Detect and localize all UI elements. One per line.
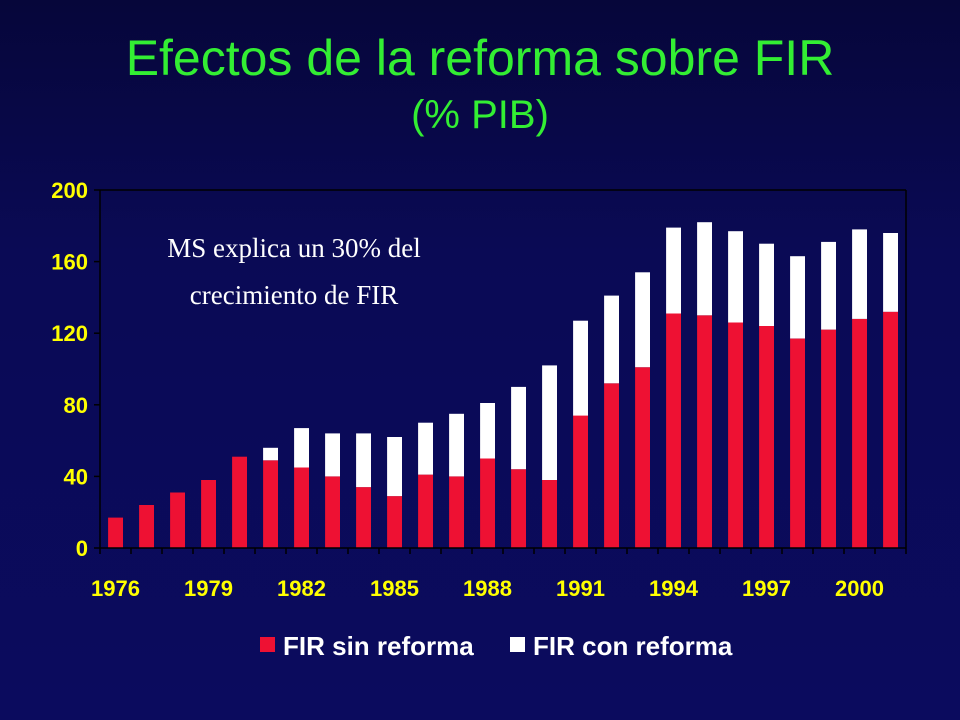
bar-sin-reforma-1994 — [666, 313, 681, 548]
bar-sin-reforma-1983 — [325, 476, 340, 548]
x-tick-label-1994: 1994 — [649, 576, 699, 601]
legend-label-fir-con-reforma: FIR con reforma — [533, 631, 733, 661]
bar-con-reforma-1984 — [356, 433, 371, 488]
bar-sin-reforma-1996 — [728, 322, 743, 548]
legend-swatch-fir-con-reforma — [510, 637, 525, 652]
bar-con-reforma-1997 — [759, 243, 774, 326]
y-tick-label-120: 120 — [51, 321, 88, 346]
bar-con-reforma-1989 — [511, 386, 526, 470]
y-tick-label-160: 160 — [51, 250, 88, 275]
x-tick-label-2000: 2000 — [835, 576, 884, 601]
x-tick-label-1985: 1985 — [370, 576, 419, 601]
bar-con-reforma-2001 — [883, 233, 898, 312]
bar-con-reforma-1985 — [387, 437, 402, 497]
bar-con-reforma-1998 — [790, 256, 805, 339]
bar-con-reforma-1992 — [604, 295, 619, 384]
y-tick-label-80: 80 — [64, 393, 88, 418]
slide-subtitle: (% PIB) — [411, 93, 549, 137]
x-tick-label-1991: 1991 — [556, 576, 605, 601]
x-tick-label-1979: 1979 — [184, 576, 233, 601]
annotation-line-1: MS explica un 30% del — [167, 233, 420, 263]
bar-sin-reforma-1988 — [480, 458, 495, 548]
bar-con-reforma-1995 — [697, 222, 712, 316]
y-tick-label-40: 40 — [64, 464, 88, 489]
x-tick-label-1988: 1988 — [463, 576, 512, 601]
y-tick-label-0: 0 — [76, 536, 88, 561]
legend-label-fir-sin-reforma: FIR sin reforma — [283, 631, 474, 661]
bar-con-reforma-1983 — [325, 433, 340, 477]
bar-con-reforma-1987 — [449, 413, 464, 477]
x-tick-label-1997: 1997 — [742, 576, 791, 601]
bar-sin-reforma-1980 — [232, 456, 247, 548]
bar-sin-reforma-1986 — [418, 474, 433, 548]
bar-con-reforma-1994 — [666, 227, 681, 314]
bar-sin-reforma-1982 — [294, 467, 309, 548]
legend-swatch-fir-sin-reforma — [260, 637, 275, 652]
bar-sin-reforma-1998 — [790, 338, 805, 548]
bar-sin-reforma-1991 — [573, 415, 588, 548]
legend: FIR sin reforma FIR con reforma — [260, 631, 733, 661]
x-tick-label-1976: 1976 — [91, 576, 140, 601]
bar-con-reforma-1988 — [480, 403, 495, 459]
bar-sin-reforma-1987 — [449, 476, 464, 548]
bar-sin-reforma-1990 — [542, 480, 557, 548]
bar-sin-reforma-1997 — [759, 326, 774, 548]
bar-sin-reforma-1985 — [387, 496, 402, 548]
bar-con-reforma-2000 — [852, 229, 867, 319]
bar-sin-reforma-1984 — [356, 487, 371, 548]
x-tick-label-1982: 1982 — [277, 576, 326, 601]
bar-con-reforma-1996 — [728, 231, 743, 323]
bar-sin-reforma-1981 — [263, 460, 278, 548]
bar-sin-reforma-2001 — [883, 311, 898, 548]
bars-group — [108, 222, 898, 548]
bar-sin-reforma-2000 — [852, 318, 867, 548]
annotation-line-2: crecimiento de FIR — [190, 280, 398, 310]
y-tick-labels: 0 40 80 120 160 200 — [51, 178, 88, 561]
bar-sin-reforma-1978 — [170, 492, 185, 548]
bar-con-reforma-1986 — [418, 422, 433, 475]
axes-group — [94, 189, 907, 554]
bar-con-reforma-1981 — [263, 447, 278, 461]
bar-sin-reforma-1979 — [201, 480, 216, 548]
bar-con-reforma-1999 — [821, 241, 836, 330]
bar-sin-reforma-1992 — [604, 383, 619, 548]
bar-con-reforma-1993 — [635, 272, 650, 368]
bar-sin-reforma-1976 — [108, 517, 123, 548]
bar-con-reforma-1982 — [294, 428, 309, 468]
bar-con-reforma-1990 — [542, 365, 557, 480]
bar-sin-reforma-1977 — [139, 505, 154, 548]
slide-title: Efectos de la reforma sobre FIR — [125, 30, 835, 86]
bar-sin-reforma-1995 — [697, 315, 712, 548]
bar-sin-reforma-1993 — [635, 367, 650, 548]
bar-sin-reforma-1999 — [821, 329, 836, 548]
y-tick-label-200: 200 — [51, 178, 88, 203]
x-tick-labels: 1976 1979 1982 1985 1988 1991 1994 1997 2000 — [91, 576, 884, 601]
bar-sin-reforma-1989 — [511, 469, 526, 548]
bar-con-reforma-1991 — [573, 320, 588, 416]
